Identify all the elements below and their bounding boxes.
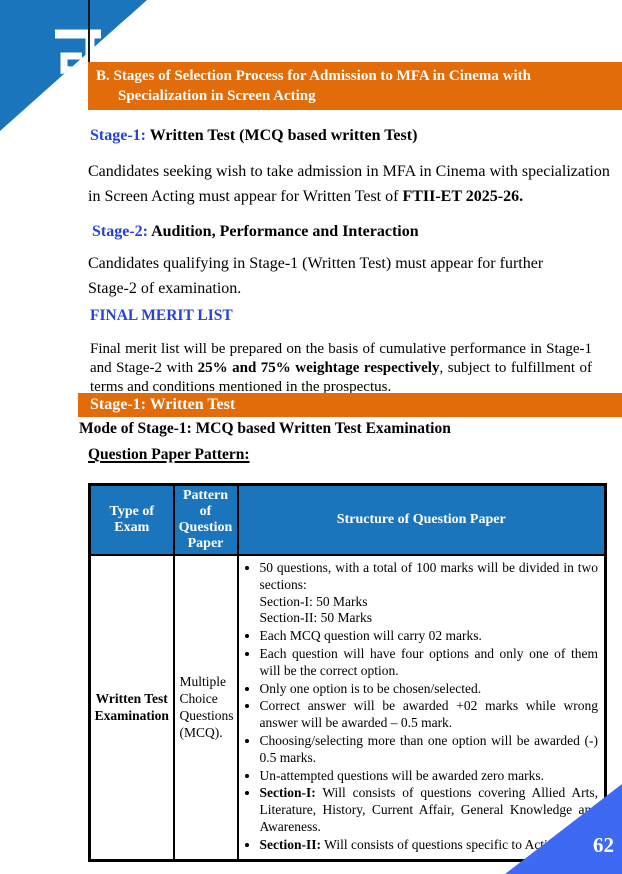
question-paper-pattern-heading: Question Paper Pattern: (88, 446, 250, 463)
table-header-row: Type of Exam Pattern of Question Paper S… (88, 483, 607, 556)
bullet-item: Each question will have four options and… (260, 646, 599, 680)
stage2-heading: Stage-2: Audition, Performance and Inter… (92, 223, 419, 241)
stage1-heading: Stage-1: Written Test (MCQ based written… (90, 127, 417, 145)
bullet-item: Choosing/selecting more than one option … (260, 733, 599, 767)
bullet-text: Each MCQ question will carry 02 marks. (259, 628, 482, 644)
bullet-item: Section-II: Will consists of questions s… (260, 837, 599, 854)
bullet-item: Section-I: Will consists of questions co… (260, 785, 599, 835)
section-banner-title: B. Stages of Selection Process for Admis… (96, 68, 531, 104)
bullet-subline: Section-II: 50 Marks (259, 610, 372, 626)
bullet-text: Each question will have four options and… (259, 645, 599, 678)
col-header-type-of-exam: Type of Exam (88, 483, 175, 556)
mode-line: Mode of Stage-1: MCQ based Written Test … (79, 420, 451, 437)
cell-pattern: Multiple Choice Questions (MCQ). (172, 553, 239, 862)
stage1-paragraph: Candidates seeking wish to take admissio… (88, 159, 616, 209)
final-merit-paragraph: Final merit list will be prepared on the… (90, 340, 592, 397)
stage1-title: Written Test (MCQ based written Test) (145, 127, 418, 144)
section-banner: B. Stages of Selection Process for Admis… (88, 62, 622, 110)
bullet-text: 50 questions, with a total of 100 marks … (259, 560, 599, 592)
final-merit-text-bold: 25% and 75% weightage respectively (197, 360, 440, 376)
bullet-text: Un-attempted questions will be awarded z… (259, 767, 545, 783)
stage1-label: Stage-1: (90, 127, 146, 144)
stage1-paragraph-text: Candidates seeking wish to take admissio… (88, 163, 610, 205)
bullet-item: Only one option is to be chosen/selected… (260, 681, 599, 698)
page-edge-line (88, 0, 90, 63)
cell-type-of-exam: Written Test Examination (88, 553, 175, 862)
col-header-structure: Structure of Question Paper (236, 483, 607, 556)
stage2-title: Audition, Performance and Interaction (147, 223, 419, 240)
stage2-paragraph: Candidates qualifying in Stage-1 (Writte… (88, 255, 544, 297)
bullet-item: Each MCQ question will carry 02 marks. (260, 628, 599, 645)
stage2-label: Stage-2: (92, 223, 148, 240)
bullet-subline: Section-I: 50 Marks (259, 593, 368, 609)
cell-structure: 50 questions, with a total of 100 marks … (236, 553, 607, 862)
stage1-section-bar: Stage-1: Written Test (78, 393, 622, 417)
bullet-text: Will consists of questions covering Alli… (259, 785, 599, 834)
bullet-bold-prefix: Section-I: (259, 785, 316, 801)
bullet-text: Correct answer will be awarded +02 marks… (259, 698, 599, 731)
question-paper-table: Type of Exam Pattern of Question Paper S… (88, 483, 607, 862)
page-number: 62 (593, 833, 614, 857)
bullet-text: Will consists of questions specific to A… (321, 836, 565, 852)
bullet-item: 50 questions, with a total of 100 marks … (260, 560, 599, 627)
bullet-item: Correct answer will be awarded +02 marks… (260, 698, 599, 732)
bullet-text: Choosing/selecting more than one option … (259, 732, 599, 765)
final-merit-text-post: , subject to fulfillment of terms and co… (90, 360, 592, 395)
bullet-item: Un-attempted questions will be awarded z… (260, 768, 599, 785)
table-row: Written Test Examination Multiple Choice… (88, 553, 607, 862)
stage1-paragraph-bold: FTII-ET 2025-26. (402, 188, 524, 205)
final-merit-text-pre: Final merit list will be prepared on the… (90, 341, 592, 376)
col-header-pattern: Pattern of Question Paper (172, 483, 239, 556)
bullet-bold-prefix: Section-II: (259, 836, 322, 852)
bullet-text: Only one option is to be chosen/selected… (259, 680, 482, 696)
final-merit-heading: FINAL MERIT LIST (90, 307, 233, 324)
structure-bullet-list: 50 questions, with a total of 100 marks … (243, 560, 599, 854)
